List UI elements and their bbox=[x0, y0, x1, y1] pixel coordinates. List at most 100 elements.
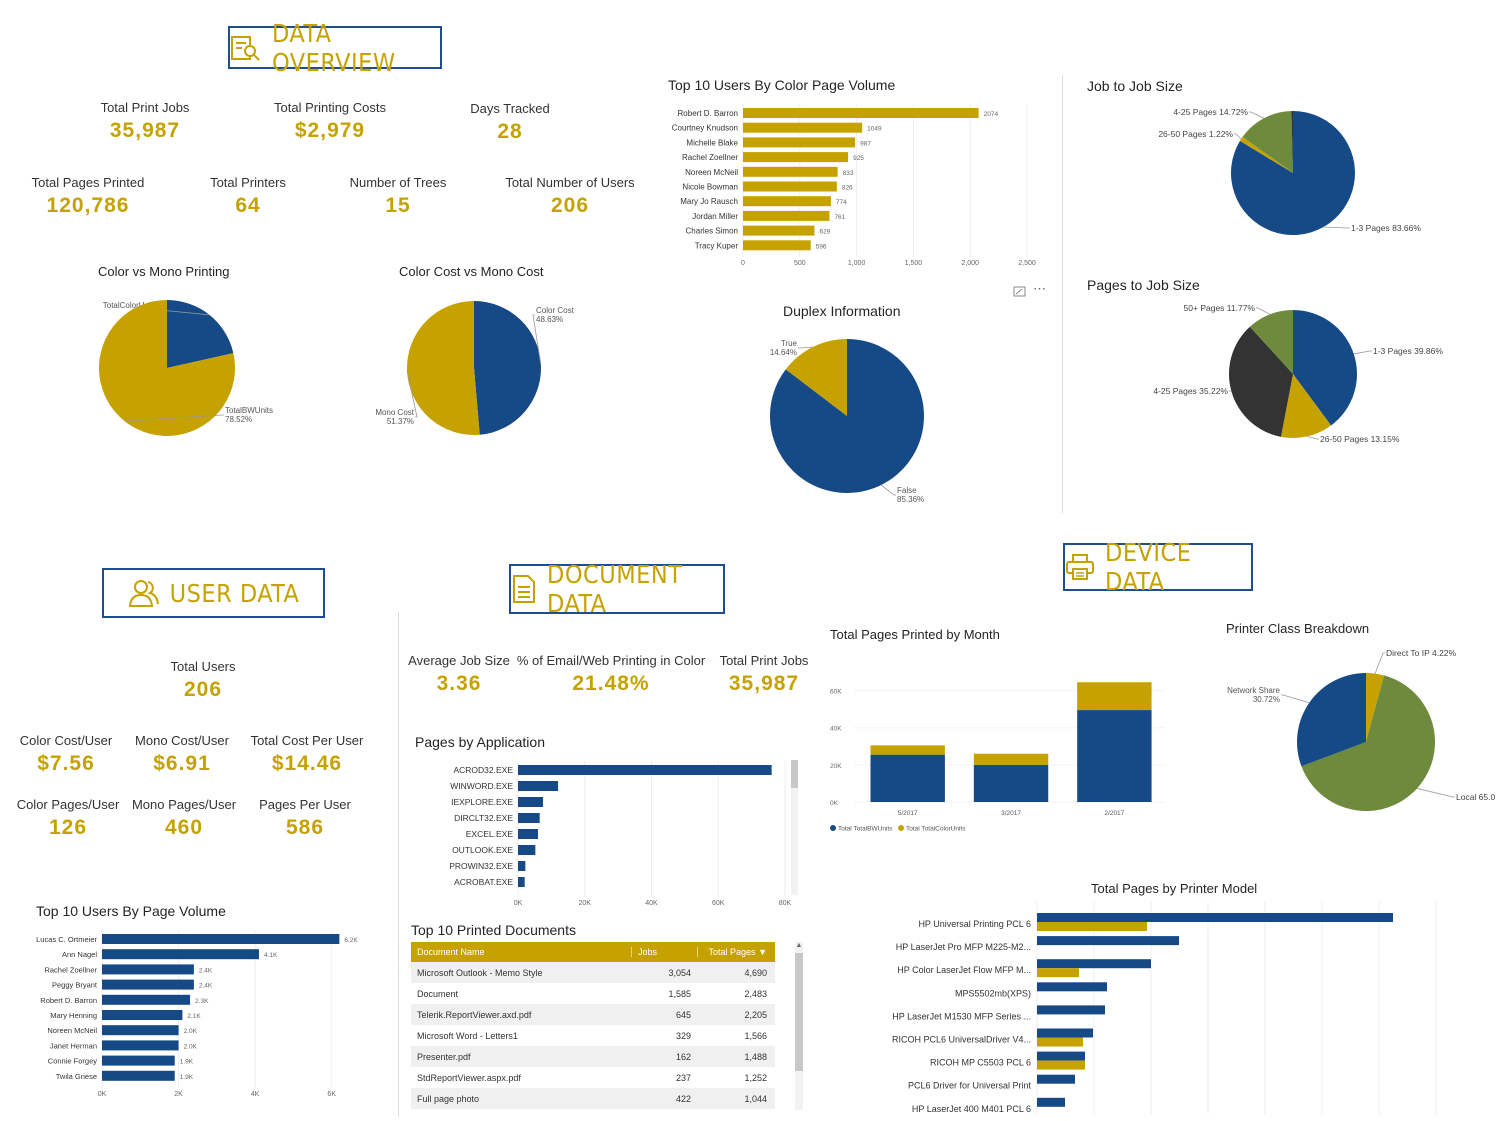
bar[interactable] bbox=[1037, 1060, 1085, 1070]
bar[interactable] bbox=[870, 745, 945, 755]
pie-slice-50-pages[interactable] bbox=[1291, 111, 1293, 173]
table-scrollbar[interactable]: ▲ bbox=[795, 942, 803, 1110]
bar[interactable] bbox=[1037, 1097, 1065, 1107]
table-row[interactable]: Microsoft Word - Letters1 329 1,566 bbox=[411, 1025, 775, 1046]
apps-chart[interactable]: 0K 20K 40K 60K 80K ACROD32.EXE WINWORD.EXE IEXP… bbox=[410, 755, 795, 915]
bar[interactable] bbox=[102, 1055, 175, 1066]
pie-slice-26-50-pages[interactable] bbox=[1280, 374, 1332, 438]
table-cell: Microsoft Outlook - Memo Style bbox=[417, 967, 543, 978]
table-row[interactable]: StdReportViewer.aspx.pdf 237 1,252 bbox=[411, 1067, 775, 1088]
bar[interactable] bbox=[1037, 922, 1147, 931]
bar[interactable] bbox=[743, 240, 811, 251]
top-users-chart[interactable]: 0K 2K 4K 6K Lucas C. Ortmeier 6.2K Ann Nagel 4.… bbox=[20, 928, 390, 1103]
pie-slice-totalbwunits[interactable] bbox=[98, 300, 235, 436]
bar[interactable] bbox=[743, 181, 837, 192]
bar[interactable] bbox=[102, 1070, 175, 1081]
bar[interactable] bbox=[973, 764, 1049, 802]
sort-desc-icon[interactable]: ▼ bbox=[758, 947, 767, 957]
col-document-name[interactable]: Document Name bbox=[417, 947, 485, 957]
bar[interactable] bbox=[1037, 913, 1393, 922]
printer-class-pie[interactable]: Direct To IP 4.22% Local 65.06% Network Sh… bbox=[1215, 640, 1495, 825]
bar[interactable] bbox=[743, 196, 831, 207]
tick-label: 1,000 bbox=[848, 260, 866, 267]
bar[interactable] bbox=[518, 797, 544, 807]
bar[interactable] bbox=[518, 829, 539, 839]
pie-slice-color-cost[interactable] bbox=[474, 301, 541, 435]
bar[interactable] bbox=[102, 1010, 183, 1020]
bar[interactable] bbox=[1037, 959, 1151, 969]
pages-to-job-pie[interactable]: 1-3 Pages 39.86% 26-50 Pages 13.15% 4-25 P… bbox=[1090, 300, 1490, 460]
leader-line bbox=[1353, 350, 1372, 355]
col-total-pages[interactable]: Total Pages ▼ bbox=[697, 947, 773, 957]
bar[interactable] bbox=[870, 754, 945, 802]
job-to-job-pie[interactable]: 1-3 Pages 83.66% 26-50 Pages 1.22% 4-25 Pa… bbox=[1090, 100, 1490, 250]
pie-slice-50-pages[interactable] bbox=[1249, 310, 1293, 374]
more-options-icon[interactable]: ⋯ bbox=[1033, 281, 1046, 296]
pie-slice-4-25-pages[interactable] bbox=[1229, 326, 1293, 437]
pie-label: 26-50 Pages 1.22% bbox=[1158, 129, 1233, 139]
kpi-color-cost-user: Color Cost/User $7.56 bbox=[19, 733, 113, 775]
bar[interactable] bbox=[518, 813, 540, 823]
pie-slice-network-share[interactable] bbox=[1297, 673, 1366, 767]
bar[interactable] bbox=[743, 225, 815, 236]
bar[interactable] bbox=[1037, 982, 1107, 992]
table-cell: 237 bbox=[675, 1072, 691, 1083]
pie-slice-26-50-pages[interactable] bbox=[1239, 136, 1293, 173]
apps-scrollbar[interactable] bbox=[791, 760, 798, 895]
bar[interactable] bbox=[102, 994, 191, 1005]
printer-model-chart[interactable]: HP Universal Printing PCL 6 HP LaserJet P… bbox=[840, 902, 1445, 1117]
tick-label: 0 bbox=[741, 260, 745, 267]
top-color-users-chart[interactable]: 0 500 1,000 1,500 2,000 2,500 Robert D. Barron… bbox=[660, 100, 1050, 275]
bar[interactable] bbox=[518, 765, 772, 775]
bar[interactable] bbox=[518, 781, 559, 791]
table-cell: Microsoft Word - Letters1 bbox=[417, 1030, 518, 1041]
bar[interactable] bbox=[1037, 1037, 1083, 1047]
bar[interactable] bbox=[518, 861, 526, 871]
pie-slice-mono-cost[interactable] bbox=[406, 301, 480, 435]
pie-slice-totalcolorunits[interactable] bbox=[167, 300, 234, 368]
bar[interactable] bbox=[1077, 710, 1152, 802]
bar[interactable] bbox=[102, 934, 340, 944]
pie-slice-true[interactable] bbox=[785, 339, 847, 416]
table-row[interactable]: Presenter.pdf 162 1,488 bbox=[411, 1046, 775, 1067]
bar[interactable] bbox=[1037, 1074, 1075, 1084]
table-row[interactable]: Full page photo 422 1,044 bbox=[411, 1088, 775, 1109]
bar[interactable] bbox=[518, 877, 525, 887]
bar[interactable] bbox=[743, 166, 838, 177]
expand-icon[interactable] bbox=[1013, 286, 1026, 297]
bar[interactable] bbox=[102, 964, 194, 975]
bar[interactable] bbox=[1037, 1051, 1085, 1061]
table-row[interactable]: Microsoft Outlook - Memo Style 3,054 4,690 bbox=[411, 962, 775, 983]
bar[interactable] bbox=[743, 108, 979, 118]
pie-slice-direct-to-ip[interactable] bbox=[1366, 673, 1385, 742]
col-jobs[interactable]: Jobs bbox=[631, 947, 697, 957]
bar[interactable] bbox=[1037, 936, 1179, 946]
bar[interactable] bbox=[743, 122, 863, 133]
bar[interactable] bbox=[102, 949, 259, 960]
tick-label: 20K bbox=[579, 900, 592, 907]
bar[interactable] bbox=[102, 979, 194, 990]
bar[interactable] bbox=[102, 1025, 179, 1036]
table-row[interactable]: Document 1,585 2,483 bbox=[411, 983, 775, 1004]
month-chart[interactable]: 0K 20K 40K 60K 5/2017 3/2017 2/2017 Total Total… bbox=[825, 655, 1175, 840]
pie-slice-1-3-pages[interactable] bbox=[1293, 310, 1357, 426]
bar[interactable] bbox=[518, 845, 536, 855]
pie-slice-4-25-pages[interactable] bbox=[1242, 111, 1293, 173]
bar[interactable] bbox=[973, 753, 1049, 765]
table-row[interactable]: Telerik.ReportViewer.axd.pdf 645 2,205 bbox=[411, 1004, 775, 1025]
tick-label: 0K bbox=[98, 1091, 107, 1098]
data-label: 629 bbox=[819, 229, 830, 236]
bar[interactable] bbox=[743, 137, 856, 148]
bar[interactable] bbox=[1037, 968, 1079, 978]
leader-line bbox=[880, 484, 896, 496]
bar[interactable] bbox=[1037, 1005, 1105, 1015]
pie-slice-local[interactable] bbox=[1301, 675, 1435, 811]
bar[interactable] bbox=[102, 1040, 179, 1051]
bar[interactable] bbox=[743, 210, 830, 221]
bar[interactable] bbox=[1037, 1028, 1093, 1038]
bar[interactable] bbox=[1077, 682, 1152, 711]
bar[interactable] bbox=[743, 152, 849, 163]
